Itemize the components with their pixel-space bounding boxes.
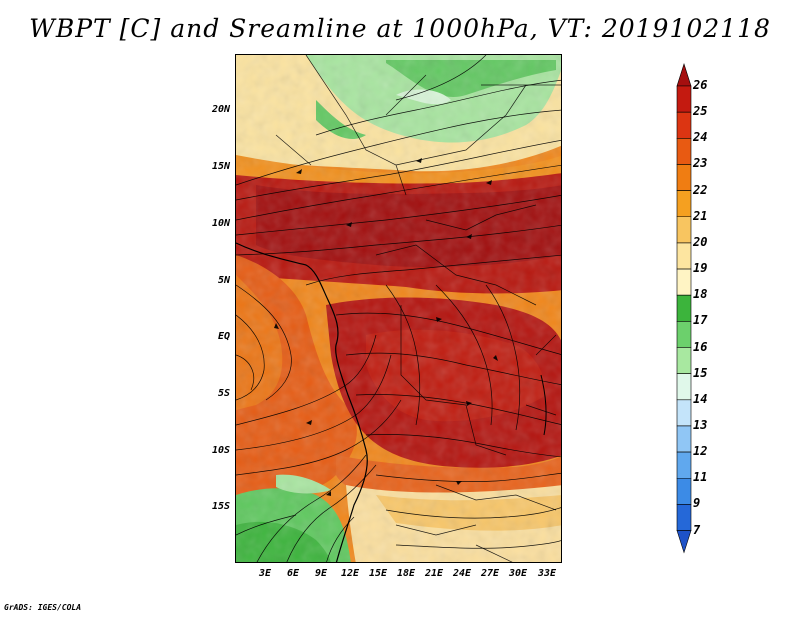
colorbar-segment: [676, 63, 692, 87]
lat-label-15n: 15N: [211, 161, 230, 172]
colorbar-segment: [676, 111, 692, 139]
colorbar-segment: [676, 242, 692, 270]
lat-label-5n: 5N: [217, 275, 230, 286]
colorbar-segment: [676, 190, 692, 218]
colorbar-segment: [676, 268, 692, 296]
colorbar-tick-label: 22: [693, 182, 708, 197]
map-title: WBPT [C] and Sreamline at 1000hPa, VT: 2…: [29, 14, 771, 43]
colorbar-segment: [676, 399, 692, 427]
lon-label-3e: 3E: [258, 568, 272, 579]
colorbar: [676, 63, 692, 554]
lat-label-15s: 15S: [211, 501, 230, 512]
lon-label-21e: 21E: [424, 568, 444, 579]
colorbar-tick-label: 17: [693, 313, 708, 328]
colorbar-segment: [676, 477, 692, 505]
lat-label-5s: 5S: [217, 388, 230, 399]
colorbar-segment: [676, 138, 692, 165]
lon-label-24e: 24E: [452, 568, 472, 579]
colorbar-tick-label: 9: [693, 496, 701, 511]
footer-credit: GrADS: IGES/COLA: [4, 603, 82, 612]
colorbar-segment: [676, 164, 692, 191]
colorbar-tick-label: 18: [693, 287, 708, 302]
colorbar-segment: [676, 321, 692, 348]
lon-label-6e: 6E: [286, 568, 300, 579]
lon-label-12e: 12E: [340, 568, 360, 579]
colorbar-tick-label: 7: [693, 522, 701, 537]
colorbar-segment: [676, 216, 692, 244]
colorbar-tick-label: 26: [693, 78, 708, 92]
colorbar-tick-label: 24: [693, 130, 708, 145]
colorbar-segment: [676, 347, 692, 374]
colorbar-segment: [676, 294, 692, 322]
lat-label-20n: 20N: [211, 104, 230, 115]
colorbar-tick-label: 12: [693, 444, 708, 459]
colorbar-segment: [676, 451, 692, 479]
colorbar-tick-label: 13: [693, 417, 708, 432]
lon-label-33e: 33E: [537, 568, 557, 579]
colorbar-tick-label: 23: [693, 156, 708, 171]
coastline: [236, 242, 368, 562]
country-borders: [275, 55, 561, 562]
lon-label-9e: 9E: [314, 568, 328, 579]
lon-label-18e: 18E: [396, 568, 416, 579]
lat-label-10n: 10N: [211, 218, 230, 229]
colorbar-segment: [676, 85, 692, 113]
colorbar-segment: [676, 373, 692, 401]
wbpt-field: [236, 55, 561, 562]
lon-label-30e: 30E: [508, 568, 528, 579]
colorbar-tick-label: 11: [693, 470, 708, 485]
colorbar-tick-label: 19: [693, 261, 708, 276]
lon-label-27e: 27E: [480, 568, 500, 579]
colorbar-tick-label: 16: [693, 339, 708, 354]
colorbar-tick-label: 20: [693, 234, 708, 249]
colorbar-tick-label: 25: [693, 104, 708, 119]
colorbar-segment: [676, 425, 692, 453]
colorbar-tick-label: 21: [693, 208, 708, 223]
map-plot-area: [235, 54, 562, 563]
colorbar-segment: [676, 530, 692, 554]
colorbar-segment: [676, 504, 692, 531]
colorbar-tick-label: 14: [693, 391, 708, 406]
lat-label-eq: EQ: [217, 331, 230, 342]
colorbar-tick-label: 15: [693, 365, 708, 380]
streamlines: [236, 55, 561, 562]
lat-label-10s: 10S: [211, 445, 230, 456]
lon-label-15e: 15E: [368, 568, 388, 579]
